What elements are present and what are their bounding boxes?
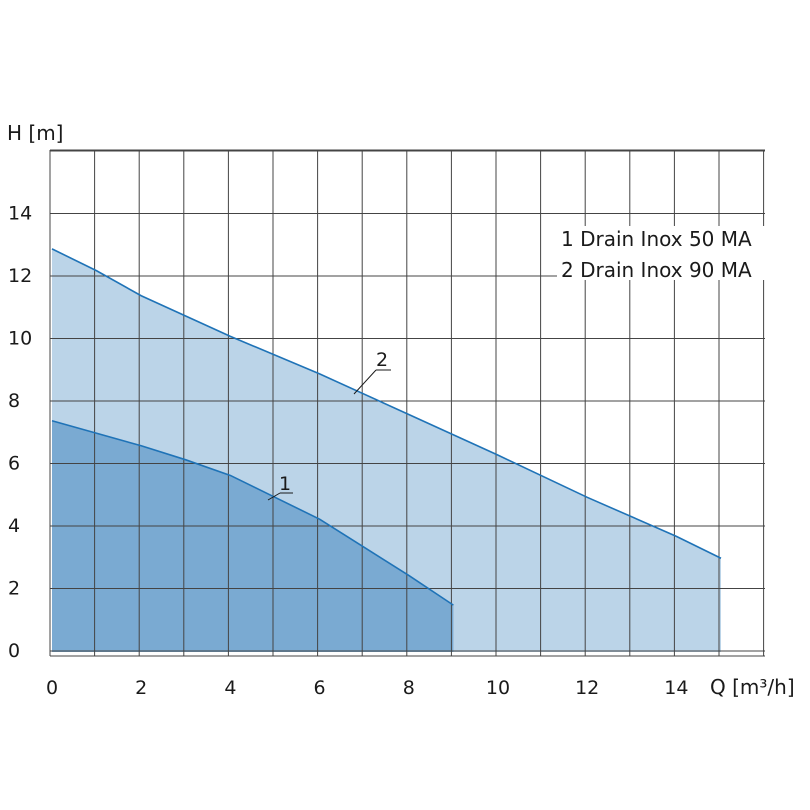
- curve-lines: [51, 248, 722, 606]
- y-tick-label: 10: [8, 328, 32, 350]
- legend: 1 Drain Inox 50 MA 2 Drain Inox 90 MA: [557, 226, 766, 282]
- x-tick-label: 4: [224, 677, 236, 699]
- y-tick-label: 12: [8, 265, 32, 287]
- y-tick-label: 14: [8, 203, 32, 225]
- x-tick-label: 10: [486, 677, 510, 699]
- x-axis-title: Q [m³/h]: [710, 675, 795, 699]
- y-tick-label: 8: [8, 390, 20, 412]
- curve-1-tag: 1: [279, 473, 291, 495]
- x-tick-label: 8: [403, 677, 415, 699]
- legend-entry-1: 1 Drain Inox 50 MA: [561, 227, 752, 251]
- curve-1-leader: [267, 492, 281, 501]
- legend-background: [557, 226, 766, 280]
- curve-2-label: 2: [353, 349, 391, 395]
- legend-entry-2: 2 Drain Inox 90 MA: [561, 258, 752, 282]
- x-tick-label: 0: [46, 677, 58, 699]
- y-tick-label: 2: [8, 578, 20, 600]
- curve-2-line: [51, 248, 722, 559]
- curve-1-area: [52, 420, 454, 652]
- curve-areas: [52, 248, 721, 652]
- y-tick-label: 4: [8, 515, 20, 537]
- curve-2-tag: 2: [376, 349, 388, 371]
- y-tick-label: 0: [8, 640, 20, 662]
- curve-2-leader: [353, 369, 377, 395]
- y-tick-label: 6: [8, 453, 20, 475]
- x-tick-label: 12: [575, 677, 599, 699]
- x-tick-label: 14: [664, 677, 688, 699]
- y-axis-title: H [m]: [7, 121, 63, 145]
- curve-1-line: [51, 419, 454, 606]
- grid: [49, 149, 765, 657]
- x-tick-label: 6: [314, 677, 326, 699]
- x-tick-label: 2: [135, 677, 147, 699]
- curve-1-label: 1: [267, 473, 293, 501]
